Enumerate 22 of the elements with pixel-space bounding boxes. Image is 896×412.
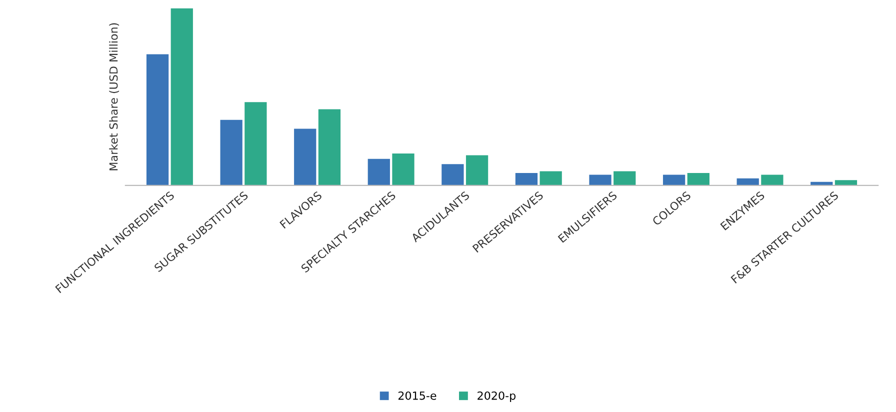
bar <box>614 171 636 186</box>
bar <box>244 102 267 186</box>
bar <box>392 154 414 186</box>
bar <box>368 158 390 186</box>
bar <box>834 180 858 186</box>
legend-label: 2020-p <box>478 391 516 402</box>
bar <box>761 174 784 186</box>
bar <box>662 174 686 186</box>
y-axis-title: Market Share (USD Million) <box>109 23 120 170</box>
legend-label: 2015-e <box>398 391 436 400</box>
bar <box>589 174 612 186</box>
bar <box>540 171 562 186</box>
bar <box>220 120 242 186</box>
bar <box>515 173 538 186</box>
bar <box>170 8 193 186</box>
bar <box>687 173 710 186</box>
bar <box>466 155 488 186</box>
bar <box>294 128 316 186</box>
bar <box>318 109 341 186</box>
bar <box>146 54 169 186</box>
bar <box>736 178 759 186</box>
bar <box>442 164 464 186</box>
